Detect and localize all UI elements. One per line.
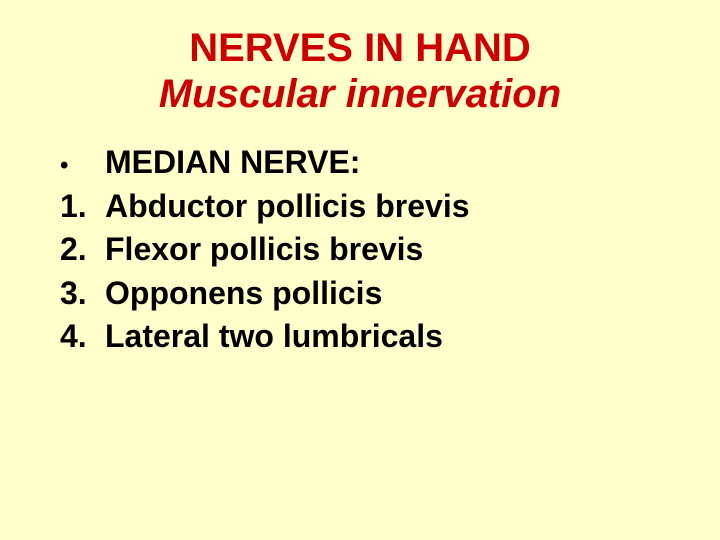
list-text: Opponens pollicis: [105, 273, 382, 315]
list-text: MEDIAN NERVE:: [105, 142, 360, 184]
list-marker: •: [50, 148, 105, 180]
list-marker: 3.: [50, 275, 105, 312]
list-marker: 4.: [50, 318, 105, 355]
list-text: Lateral two lumbricals: [105, 316, 443, 358]
title-block: NERVES IN HAND Muscular innervation: [40, 25, 680, 117]
title-line-2: Muscular innervation: [40, 71, 680, 117]
list-marker: 2.: [50, 231, 105, 268]
slide-container: NERVES IN HAND Muscular innervation • ME…: [0, 0, 720, 540]
title-line-1: NERVES IN HAND: [40, 25, 680, 71]
list-text: Abductor pollicis brevis: [105, 186, 470, 228]
list-item: 3. Opponens pollicis: [50, 273, 680, 315]
list-item: 4. Lateral two lumbricals: [50, 316, 680, 358]
list-text: Flexor pollicis brevis: [105, 229, 423, 271]
list-item: 1. Abductor pollicis brevis: [50, 186, 680, 228]
list-item: • MEDIAN NERVE:: [50, 142, 680, 184]
list-item: 2. Flexor pollicis brevis: [50, 229, 680, 271]
content-list: • MEDIAN NERVE: 1. Abductor pollicis bre…: [40, 142, 680, 358]
list-marker: 1.: [50, 188, 105, 225]
